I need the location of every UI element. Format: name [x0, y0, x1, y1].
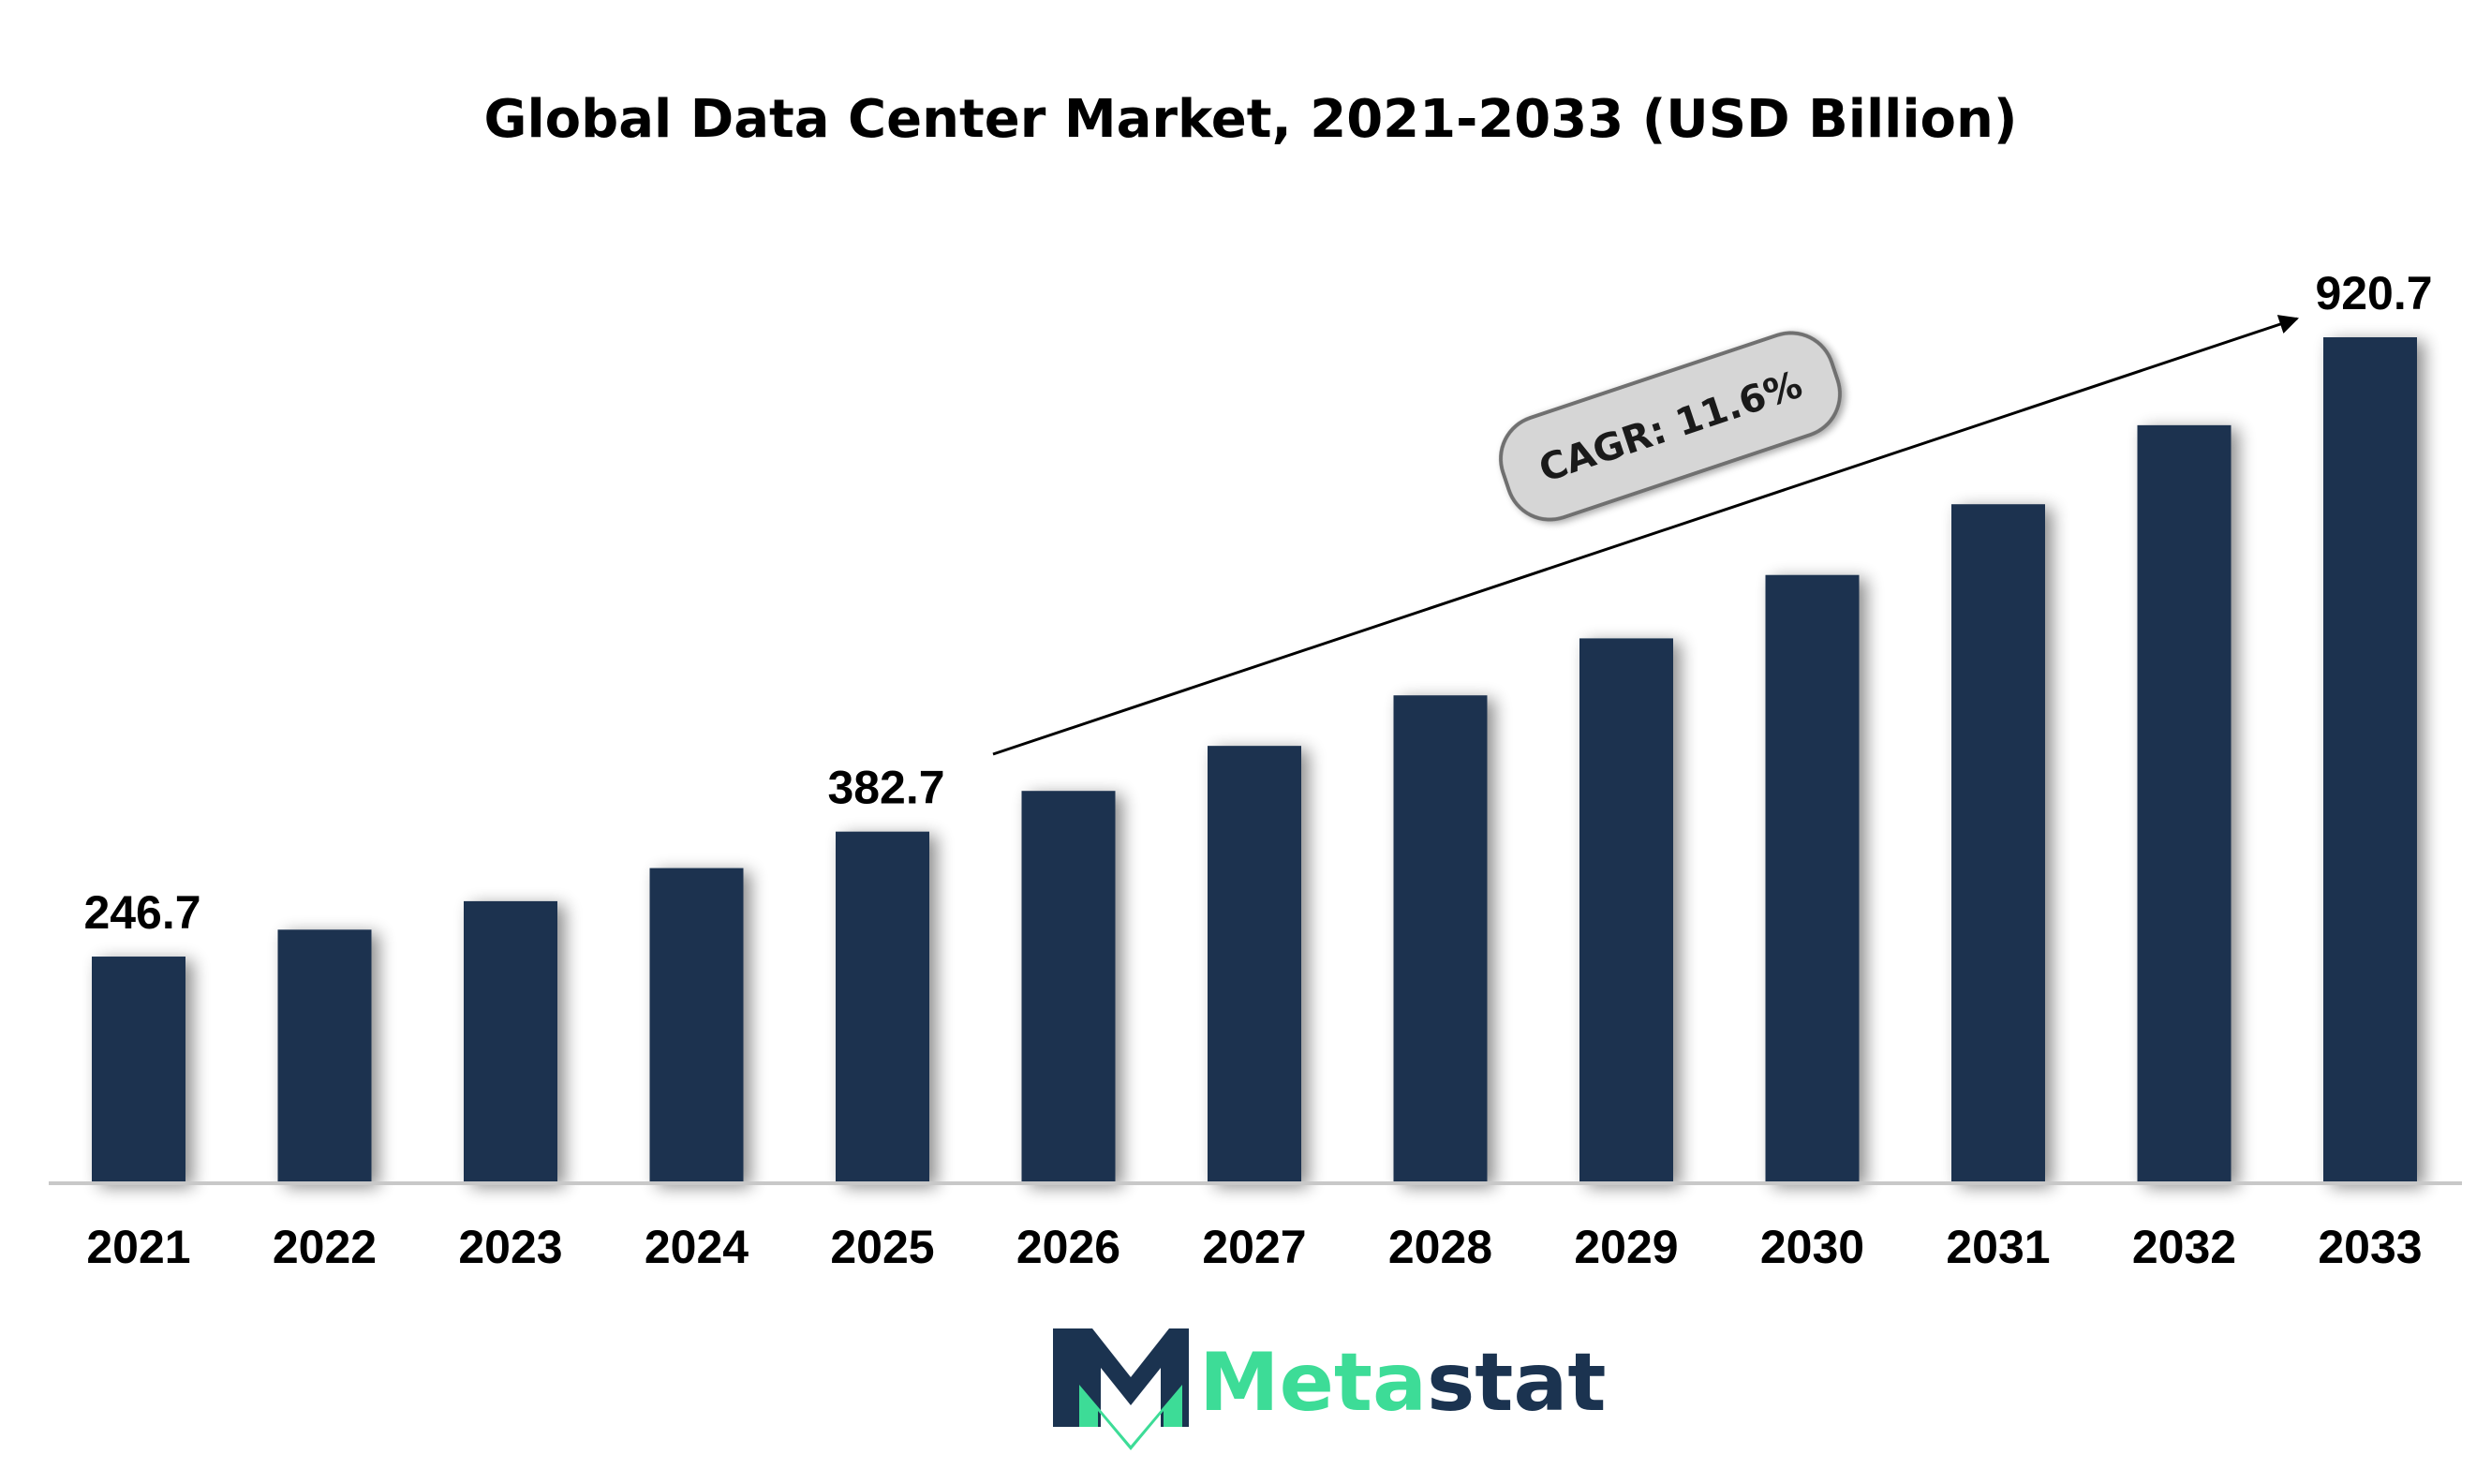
- x-tick-label-2026: 2026: [1016, 1221, 1120, 1273]
- data-label-2021: 246.7: [83, 886, 200, 939]
- x-tick-label-2027: 2027: [1202, 1221, 1306, 1273]
- chart-title: Global Data Center Market, 2021-2033 (US…: [484, 89, 2018, 150]
- bar-2028: [1393, 695, 1488, 1183]
- bar-2029: [1579, 638, 1673, 1183]
- bar-2027: [1208, 746, 1301, 1183]
- bar-2026: [1021, 791, 1116, 1183]
- x-tick-label-2022: 2022: [273, 1221, 377, 1273]
- cagr-pill-box: [1499, 331, 1842, 522]
- data-label-2033: 920.7: [2315, 267, 2432, 319]
- bar-2033: [2323, 337, 2417, 1183]
- bar-2022: [277, 929, 372, 1183]
- logo-text-stat: stat: [1427, 1336, 1606, 1430]
- bars-layer: [92, 337, 2417, 1183]
- bar-2024: [649, 868, 744, 1183]
- cagr-annotation: CAGR: 11.6%: [1499, 331, 1842, 522]
- bar-2025: [836, 831, 929, 1183]
- x-tick-label-2030: 2030: [1760, 1221, 1864, 1273]
- bar-2021: [92, 957, 185, 1183]
- x-tick-label-2024: 2024: [645, 1221, 749, 1273]
- bar-2032: [2137, 424, 2232, 1183]
- logo-text-meta: Meta: [1199, 1336, 1427, 1430]
- x-tick-label-2031: 2031: [1946, 1221, 2050, 1273]
- x-tick-label-2028: 2028: [1388, 1221, 1492, 1273]
- bar-2031: [1951, 504, 2045, 1183]
- x-tick-label-2029: 2029: [1574, 1221, 1678, 1273]
- svg-text:Metastat: Metastat: [1199, 1336, 1607, 1430]
- m-logo-icon: [1053, 1328, 1189, 1450]
- x-tick-labels: 2021 2022 2023 2024 2025 2026 2027 2028 2029 2030…: [86, 1221, 2422, 1273]
- x-tick-label-2025: 2025: [830, 1221, 934, 1273]
- cagr-arrow: [992, 315, 2299, 756]
- x-tick-label-2033: 2033: [2318, 1221, 2422, 1273]
- x-tick-label-2023: 2023: [458, 1221, 562, 1273]
- bar-2023: [464, 900, 557, 1183]
- x-tick-label-2032: 2032: [2132, 1221, 2236, 1273]
- data-label-2025: 382.7: [827, 762, 944, 814]
- metastat-logo: Metastat: [1053, 1328, 1607, 1450]
- data-labels: 246.7 382.7 920.7: [83, 267, 2432, 939]
- bar-2030: [1765, 574, 1860, 1183]
- x-tick-label-2021: 2021: [86, 1221, 190, 1273]
